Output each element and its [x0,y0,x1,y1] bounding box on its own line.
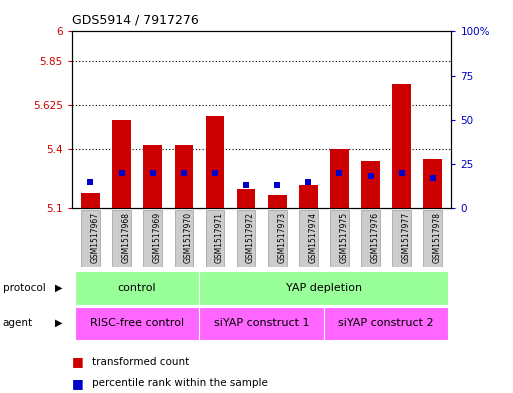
Text: GSM1517975: GSM1517975 [340,212,348,263]
Bar [206,116,224,208]
Text: RISC-free control: RISC-free control [90,318,184,328]
Text: ■: ■ [72,355,84,368]
Text: GSM1517977: GSM1517977 [402,212,410,263]
Bar [299,185,318,208]
Bar [361,161,380,208]
Bar [144,210,162,267]
Text: GSM1517976: GSM1517976 [370,212,380,263]
Bar [112,210,131,267]
Text: ▶: ▶ [55,318,63,328]
Text: protocol: protocol [3,283,45,293]
Bar [75,307,200,340]
Bar [112,120,131,208]
Text: ▶: ▶ [55,283,63,293]
Text: GSM1517973: GSM1517973 [277,212,286,263]
Text: siYAP construct 1: siYAP construct 1 [214,318,309,328]
Bar [392,210,411,267]
Text: YAP depletion: YAP depletion [286,283,362,293]
Bar [324,307,448,340]
Bar [299,210,318,267]
Text: GSM1517967: GSM1517967 [90,212,100,263]
Bar [174,210,193,267]
Text: control: control [118,283,156,293]
Text: GSM1517969: GSM1517969 [153,212,162,263]
Text: transformed count: transformed count [92,356,190,367]
Text: GSM1517978: GSM1517978 [433,212,442,263]
Text: GSM1517972: GSM1517972 [246,212,255,263]
Bar [330,149,349,208]
Bar [200,271,448,305]
Text: GDS5914 / 7917276: GDS5914 / 7917276 [72,14,199,27]
Bar [423,210,442,267]
Text: agent: agent [3,318,33,328]
Bar [268,210,287,267]
Bar [144,145,162,208]
Bar [361,210,380,267]
Text: GSM1517968: GSM1517968 [122,212,131,263]
Bar [81,193,100,208]
Text: siYAP construct 2: siYAP construct 2 [338,318,434,328]
Text: ■: ■ [72,376,84,390]
Bar [200,307,324,340]
Bar [174,145,193,208]
Bar [81,210,100,267]
Bar [423,159,442,208]
Bar [330,210,349,267]
Bar [206,210,224,267]
Text: percentile rank within the sample: percentile rank within the sample [92,378,268,388]
Bar [392,84,411,208]
Bar [236,189,255,208]
Bar [236,210,255,267]
Text: GSM1517970: GSM1517970 [184,212,193,263]
Bar [75,271,200,305]
Bar [268,195,287,208]
Text: GSM1517974: GSM1517974 [308,212,318,263]
Text: GSM1517971: GSM1517971 [215,212,224,263]
